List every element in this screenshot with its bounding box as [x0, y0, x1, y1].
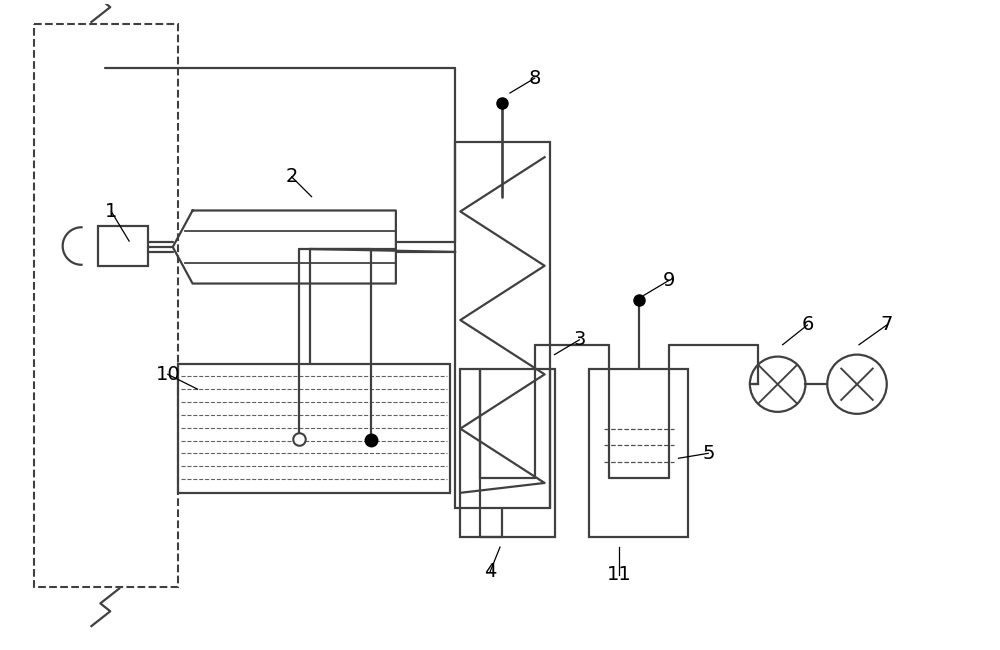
Bar	[34, 24, 178, 586]
Bar	[178, 365, 450, 493]
Text: 2: 2	[286, 168, 298, 187]
Text: 10: 10	[155, 365, 180, 384]
Text: 4: 4	[484, 562, 496, 581]
Bar	[589, 369, 688, 538]
Text: 8: 8	[529, 69, 541, 88]
Text: 11: 11	[607, 566, 631, 584]
Bar	[455, 142, 550, 508]
Bar	[460, 369, 555, 538]
Text: 3: 3	[573, 330, 586, 349]
Text: 9: 9	[662, 271, 675, 290]
Text: 1: 1	[105, 202, 117, 221]
Text: 5: 5	[702, 444, 715, 463]
Text: 7: 7	[881, 315, 893, 335]
Text: 6: 6	[801, 315, 814, 335]
Bar	[98, 226, 148, 266]
